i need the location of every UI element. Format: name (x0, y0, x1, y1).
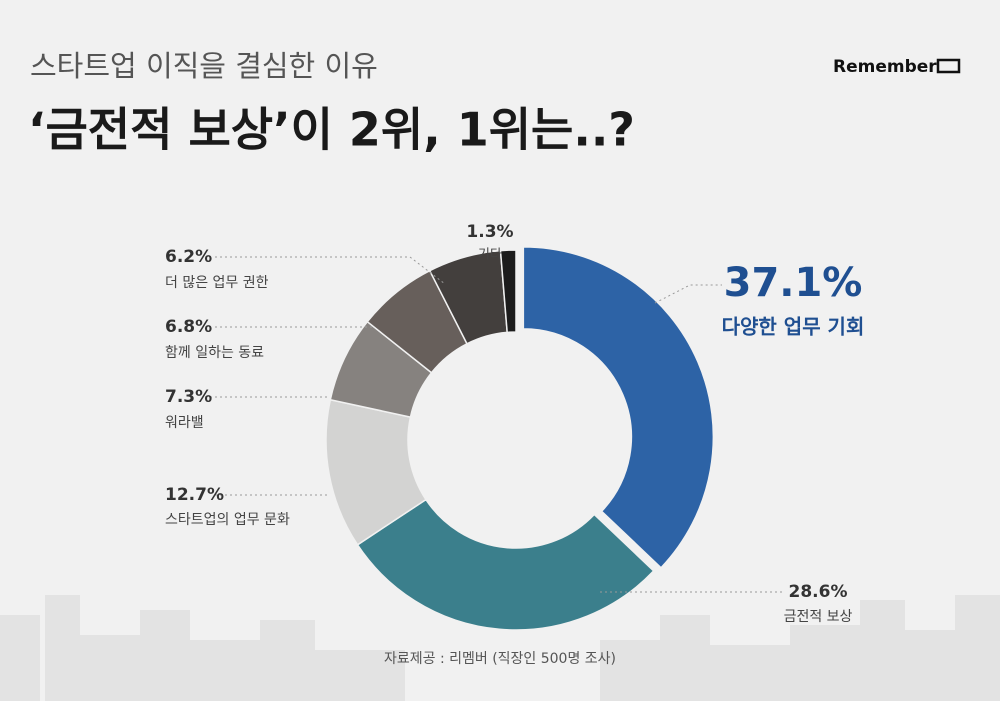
donut-slice (499, 249, 517, 334)
category-label: 다양한 업무 기회 (722, 315, 865, 339)
donut-slice (522, 246, 715, 569)
category-label: 더 많은 업무 권한 (165, 275, 269, 291)
chart-title: ‘금전적 보상’이 2위, 1위는..? (28, 103, 635, 157)
donut-slice (356, 498, 655, 631)
leader-line (215, 256, 446, 285)
category-label: 스타트업의 업무 문화 (165, 512, 290, 528)
leader-line (654, 284, 722, 304)
value-label: 7.3% (165, 387, 212, 407)
value-label: 37.1% (724, 260, 863, 306)
category-label: 기타 (478, 248, 502, 263)
category-label: 함께 일하는 동료 (165, 345, 264, 361)
category-label: 워라밸 (165, 415, 204, 431)
value-label: 28.6% (789, 582, 848, 602)
value-label: 6.2% (165, 247, 212, 267)
value-label: 1.3% (466, 222, 513, 242)
value-label: 12.7% (165, 485, 224, 505)
value-label: 6.8% (165, 317, 212, 337)
brand-logo (936, 58, 961, 74)
subtitle: 스타트업 이직을 결심한 이유 (30, 49, 378, 83)
skyline (0, 595, 1000, 701)
source: 자료제공 : 리멤버 (직장인 500명 조사) (384, 651, 616, 667)
brand: Remember (833, 57, 937, 77)
category-label: 금전적 보상 (784, 609, 853, 625)
